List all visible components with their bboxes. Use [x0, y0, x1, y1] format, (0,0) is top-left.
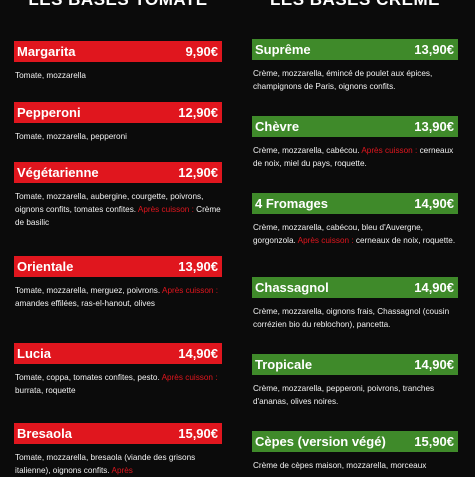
menu-item: Chèvre 13,90€ Crème, mozzarella, cabécou… [252, 116, 458, 170]
item-description: Crème, mozzarella, cabécou. Après cuisso… [253, 146, 454, 168]
item-description: Crème, mozzarella, cabécou, bleu d'Auver… [253, 223, 456, 245]
item-header: Suprême 13,90€ [252, 39, 458, 60]
item-price: 13,90€ [414, 119, 454, 134]
item-description: Tomate, mozzarella, pepperoni [15, 132, 127, 141]
item-price: 13,90€ [178, 259, 218, 274]
item-name: Chèvre [255, 119, 300, 134]
item-name: Cèpes (version végé) [255, 434, 386, 449]
item-price: 13,90€ [414, 42, 454, 57]
item-name: Chassagnol [255, 280, 329, 295]
after-cooking-label: Après cuisson : [137, 205, 194, 214]
item-header: Orientale 13,90€ [14, 256, 222, 277]
item-header: 4 Fromages 14,90€ [252, 193, 458, 214]
item-header: Végétarienne 12,90€ [14, 162, 222, 183]
after-cooking-label: Après cuisson : [361, 146, 418, 155]
menu-item: Cèpes (version végé) 15,90€ Crème de cèp… [252, 431, 458, 472]
menu-item: Suprême 13,90€ Crème, mozzarella, émincé… [252, 39, 458, 93]
item-name: Orientale [17, 259, 74, 274]
menu-item: Margarita 9,90€ Tomate, mozzarella [14, 41, 222, 82]
item-header: Chassagnol 14,90€ [252, 277, 458, 298]
item-price: 15,90€ [178, 426, 218, 441]
menu-item: Lucia 14,90€ Tomate, coppa, tomates conf… [14, 343, 222, 397]
item-description: Crème de cèpes maison, mozzarella, morce… [253, 461, 427, 470]
item-header: Margarita 9,90€ [14, 41, 222, 62]
item-description: Crème, mozzarella, pepperoni, poivrons, … [253, 384, 435, 406]
item-price: 12,90€ [178, 165, 218, 180]
menu-item: Chassagnol 14,90€ Crème, mozzarella, oig… [252, 277, 458, 331]
item-name: Tropicale [255, 357, 313, 372]
item-header: Pepperoni 12,90€ [14, 102, 222, 123]
item-description: Crème, mozzarella, oignons frais, Chassa… [253, 307, 450, 329]
item-header: Tropicale 14,90€ [252, 354, 458, 375]
after-cooking-label: Après cuisson : [161, 373, 218, 382]
item-description: Crème, mozzarella, émincé de poulet aux … [253, 69, 433, 91]
item-price: 14,90€ [178, 346, 218, 361]
item-price: 9,90€ [185, 44, 218, 59]
item-header: Chèvre 13,90€ [252, 116, 458, 137]
item-name: Lucia [17, 346, 51, 361]
item-description: Tomate, mozzarella, bresaola (viande des… [15, 453, 196, 475]
item-price: 15,90€ [414, 434, 454, 449]
after-cooking-label: Après cuisson : [297, 236, 354, 245]
item-name: Pepperoni [17, 105, 81, 120]
menu-item: Tropicale 14,90€ Crème, mozzarella, pepp… [252, 354, 458, 408]
menu-item: Pepperoni 12,90€ Tomate, mozzarella, pep… [14, 102, 222, 143]
after-cooking-label: Après [111, 466, 133, 475]
item-name: Margarita [17, 44, 76, 59]
item-price: 14,90€ [414, 280, 454, 295]
column-title: LES BASES TOMATE [14, 0, 222, 10]
item-header: Bresaola 15,90€ [14, 423, 222, 444]
menu-item: Orientale 13,90€ Tomate, mozzarella, mer… [14, 256, 222, 310]
item-description: Tomate, mozzarella [15, 71, 86, 80]
item-name: 4 Fromages [255, 196, 328, 211]
item-name: Bresaola [17, 426, 72, 441]
item-description: Tomate, mozzarella, aubergine, courgette… [15, 192, 221, 227]
column-title: LES BASES CRÈME [252, 0, 458, 10]
item-description: Tomate, mozzarella, merguez, poivrons. A… [15, 286, 218, 308]
menu-item: Végétarienne 12,90€ Tomate, mozzarella, … [14, 162, 222, 229]
item-price: 14,90€ [414, 196, 454, 211]
item-name: Végétarienne [17, 165, 99, 180]
item-price: 12,90€ [178, 105, 218, 120]
menu-item: 4 Fromages 14,90€ Crème, mozzarella, cab… [252, 193, 458, 247]
after-cooking-label: Après cuisson : [162, 286, 218, 295]
item-header: Cèpes (version végé) 15,90€ [252, 431, 458, 452]
item-name: Suprême [255, 42, 311, 57]
item-price: 14,90€ [414, 357, 454, 372]
item-description: Tomate, coppa, tomates confites, pesto. … [15, 373, 218, 395]
menu-item: Bresaola 15,90€ Tomate, mozzarella, bres… [14, 423, 222, 477]
item-header: Lucia 14,90€ [14, 343, 222, 364]
